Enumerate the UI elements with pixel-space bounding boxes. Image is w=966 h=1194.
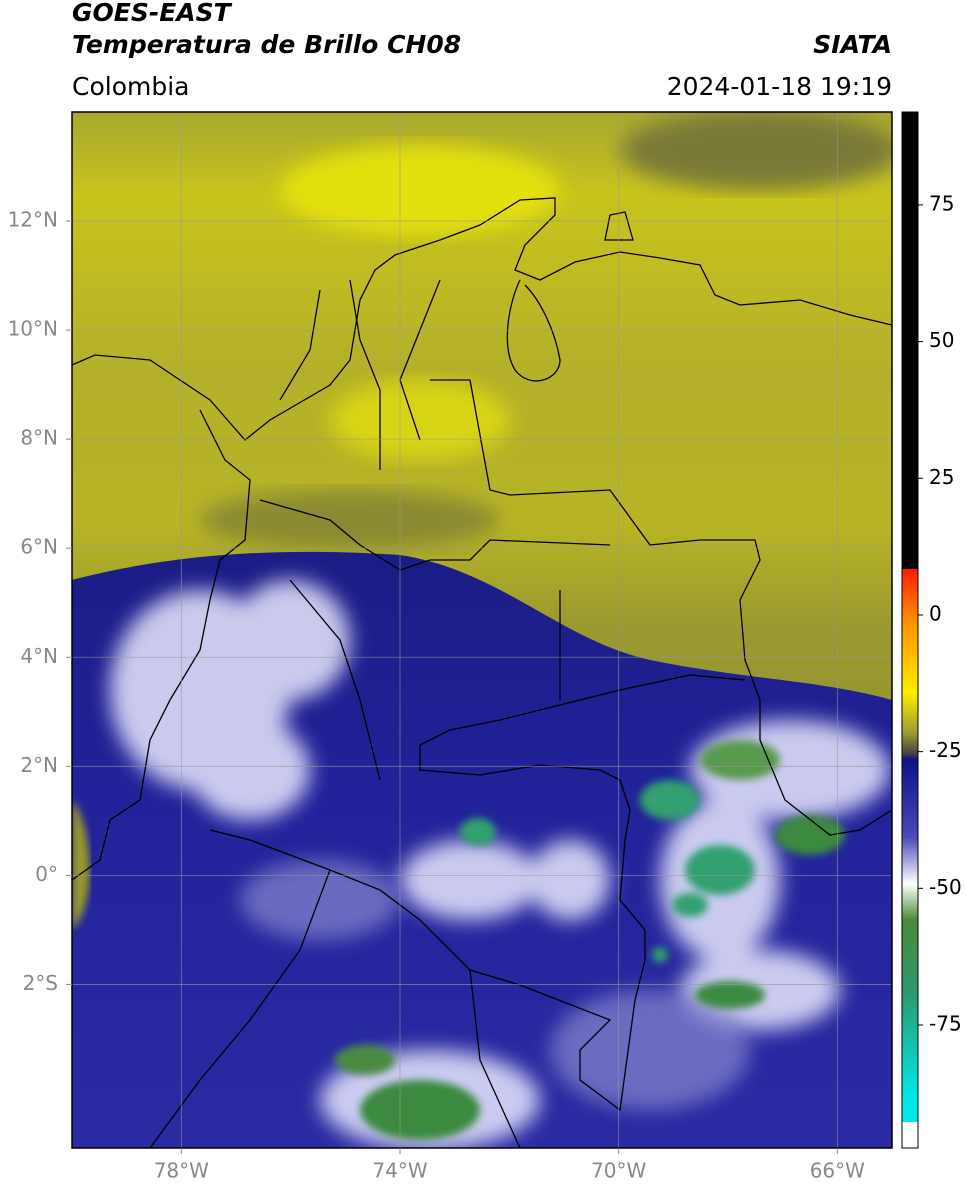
colorbar-tick-label: 75 <box>929 191 954 215</box>
colorbar-tick-label: 0 <box>929 601 942 625</box>
colorbar-tick-label: -75 <box>929 1011 962 1035</box>
x-tick-label: 66°W <box>810 1159 865 1183</box>
colorbar-tick-label: 50 <box>929 328 954 352</box>
satellite-image <box>72 112 892 1148</box>
title: GOES-EAST <box>72 0 233 27</box>
y-tick-label: 2°N <box>20 753 58 777</box>
colorbar-tick-label: -25 <box>929 738 962 762</box>
y-tick-label: 4°N <box>20 644 58 668</box>
x-tick-label: 78°W <box>154 1159 209 1183</box>
y-tick-label: 2°S <box>23 971 58 995</box>
colorbar <box>901 111 919 1149</box>
colorbar-tick-label: -50 <box>929 875 962 899</box>
datetime: 2024-01-18 19:19 <box>667 72 892 101</box>
subtitle: Temperatura de Brillo CH08 <box>72 30 461 59</box>
y-tick-label: 0° <box>35 862 58 886</box>
map-frame <box>71 111 893 1149</box>
colorbar-tick-label: 25 <box>929 465 954 489</box>
x-tick-label: 74°W <box>372 1159 427 1183</box>
y-tick-label: 6°N <box>20 535 58 559</box>
y-tick-label: 12°N <box>8 208 58 232</box>
region: Colombia <box>72 72 189 101</box>
y-tick-label: 8°N <box>20 426 58 450</box>
y-tick-label: 10°N <box>8 317 58 341</box>
grid <box>72 112 892 1148</box>
source: SIATA <box>813 30 892 59</box>
x-tick-label: 70°W <box>591 1159 646 1183</box>
